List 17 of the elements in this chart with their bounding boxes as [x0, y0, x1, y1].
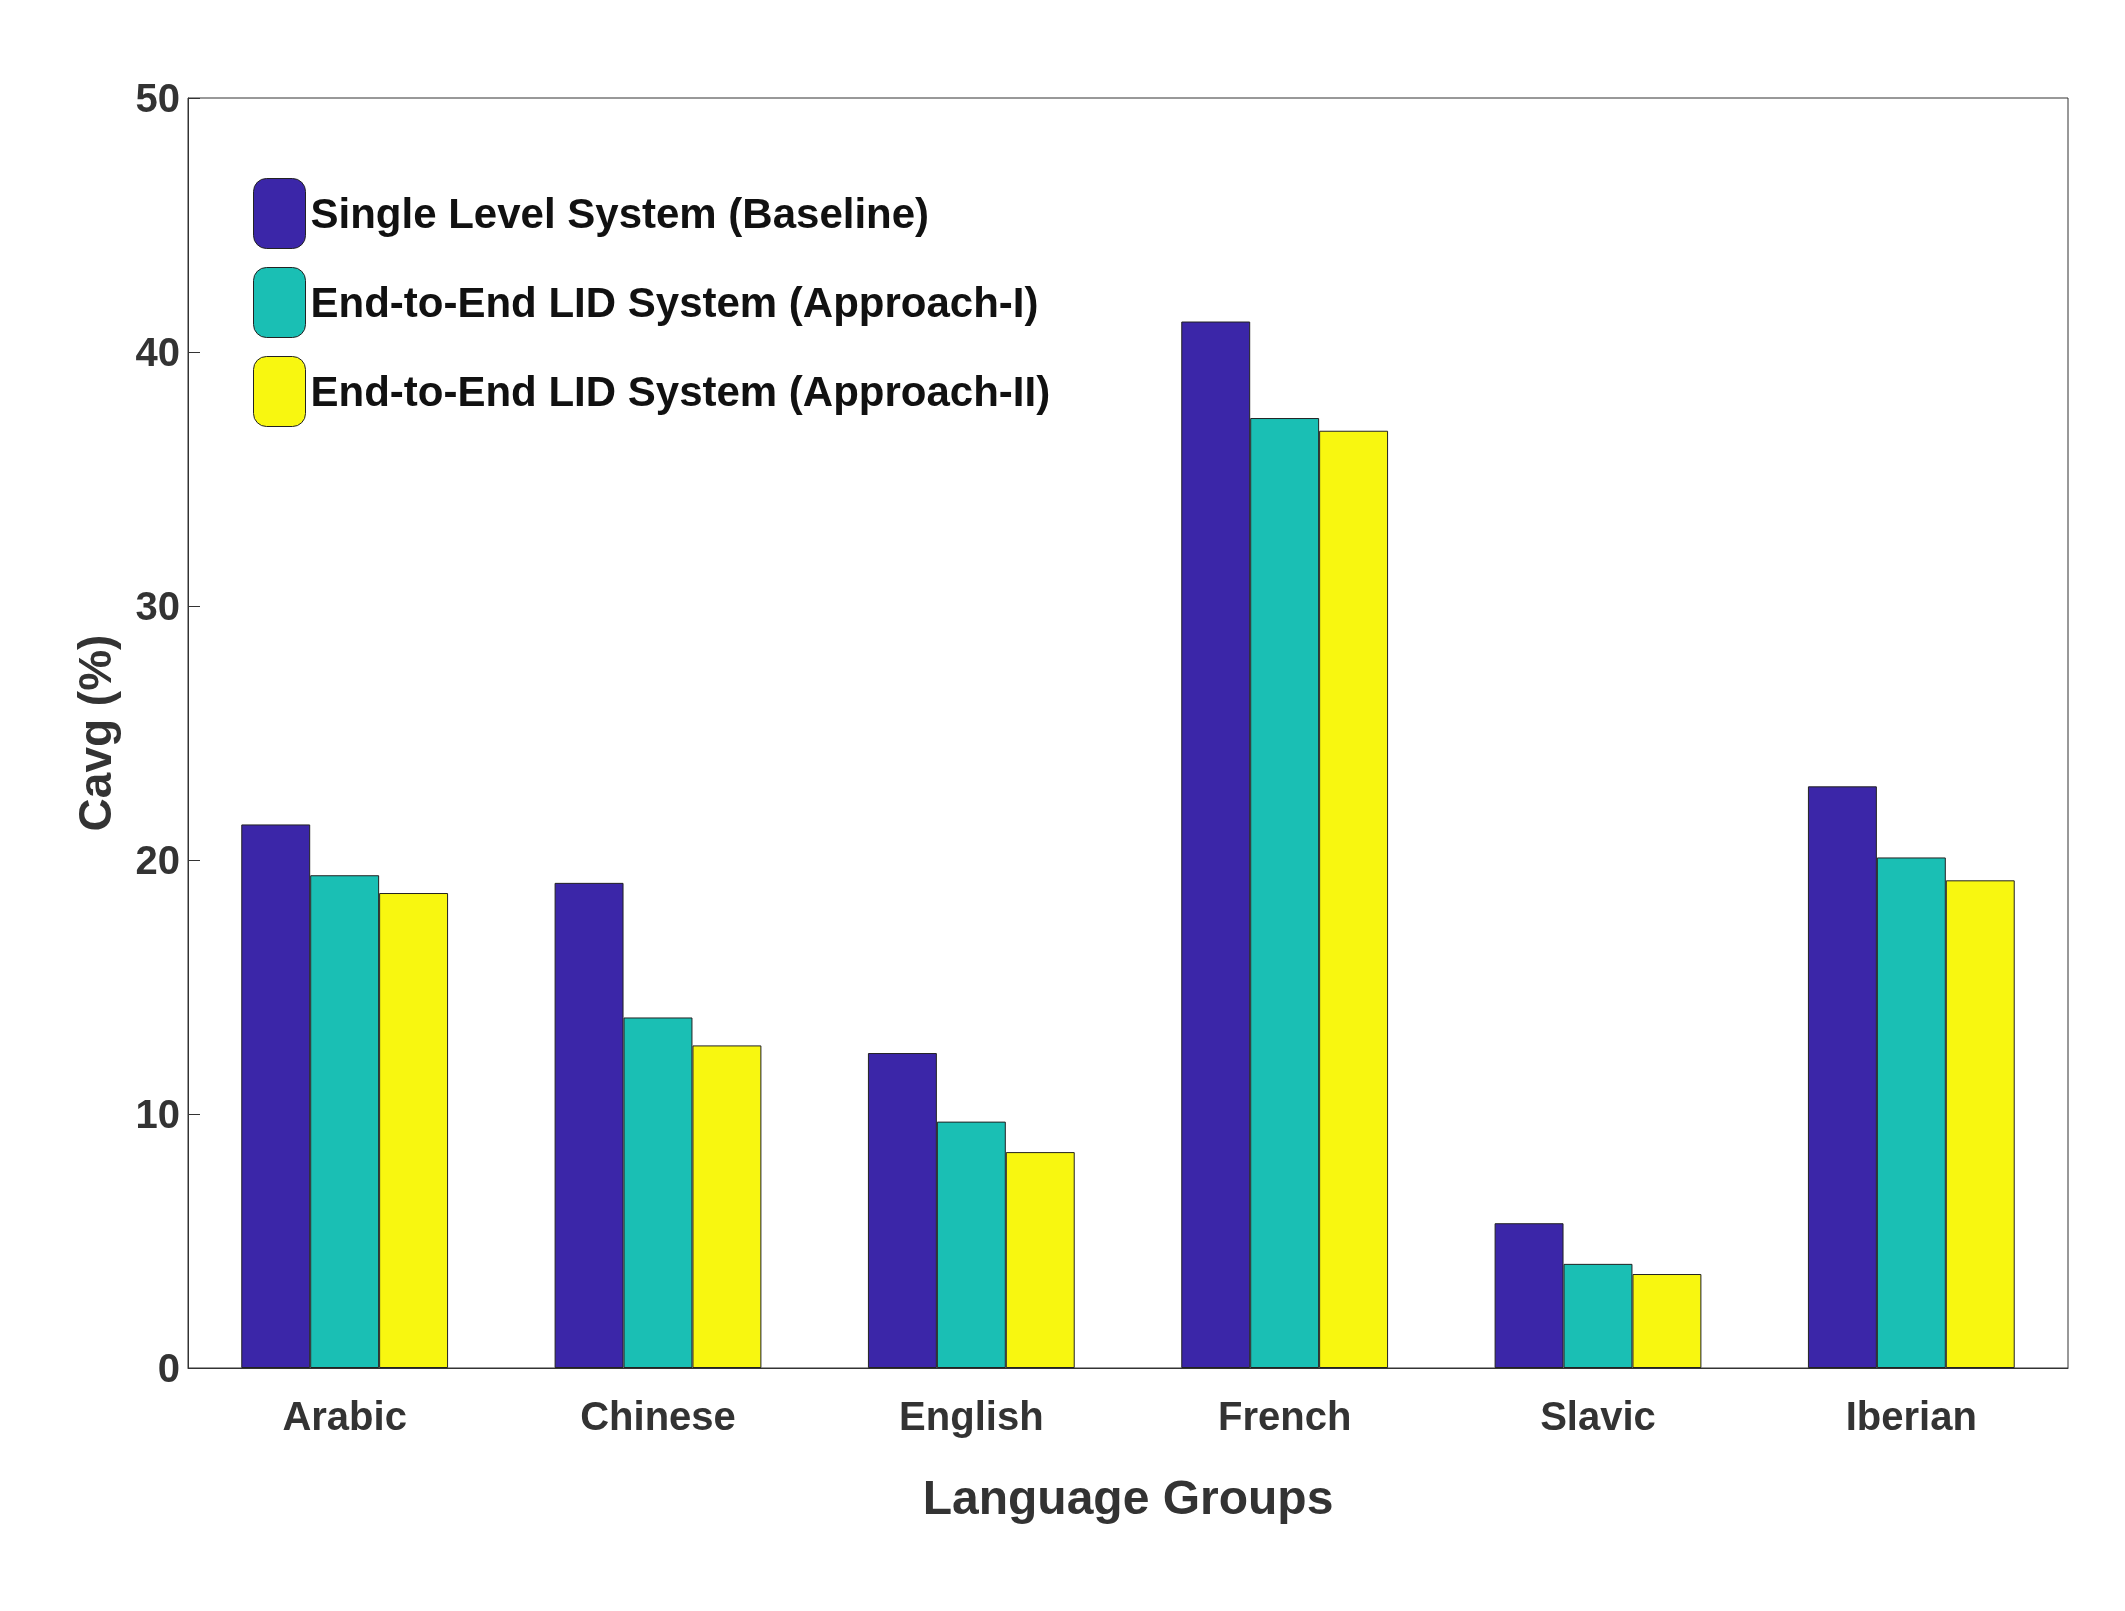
- legend-label: End-to-End LID System (Approach-II): [310, 368, 1051, 415]
- x-tick-label: English: [899, 1394, 1044, 1438]
- y-tick-label: 50: [135, 76, 180, 120]
- legend-label: End-to-End LID System (Approach-I): [310, 279, 1039, 326]
- x-tick-label: Chinese: [580, 1394, 736, 1438]
- y-tick-label: 30: [135, 584, 180, 628]
- y-tick-label: 40: [135, 330, 180, 374]
- x-axis-title: Language Groups: [922, 1470, 1334, 1524]
- legend-label: Single Level System (Baseline): [310, 190, 930, 237]
- x-tick-label: Slavic: [1540, 1394, 1656, 1438]
- y-axis-title: Cavg (%): [69, 634, 121, 832]
- y-tick-label: 0: [157, 1346, 180, 1390]
- x-tick-label: French: [1217, 1394, 1352, 1438]
- y-tick-label: 20: [135, 838, 180, 882]
- x-tick-label: Iberian: [1845, 1394, 1977, 1438]
- x-tick-label: Arabic: [282, 1394, 407, 1438]
- y-tick-label: 10: [135, 1092, 180, 1136]
